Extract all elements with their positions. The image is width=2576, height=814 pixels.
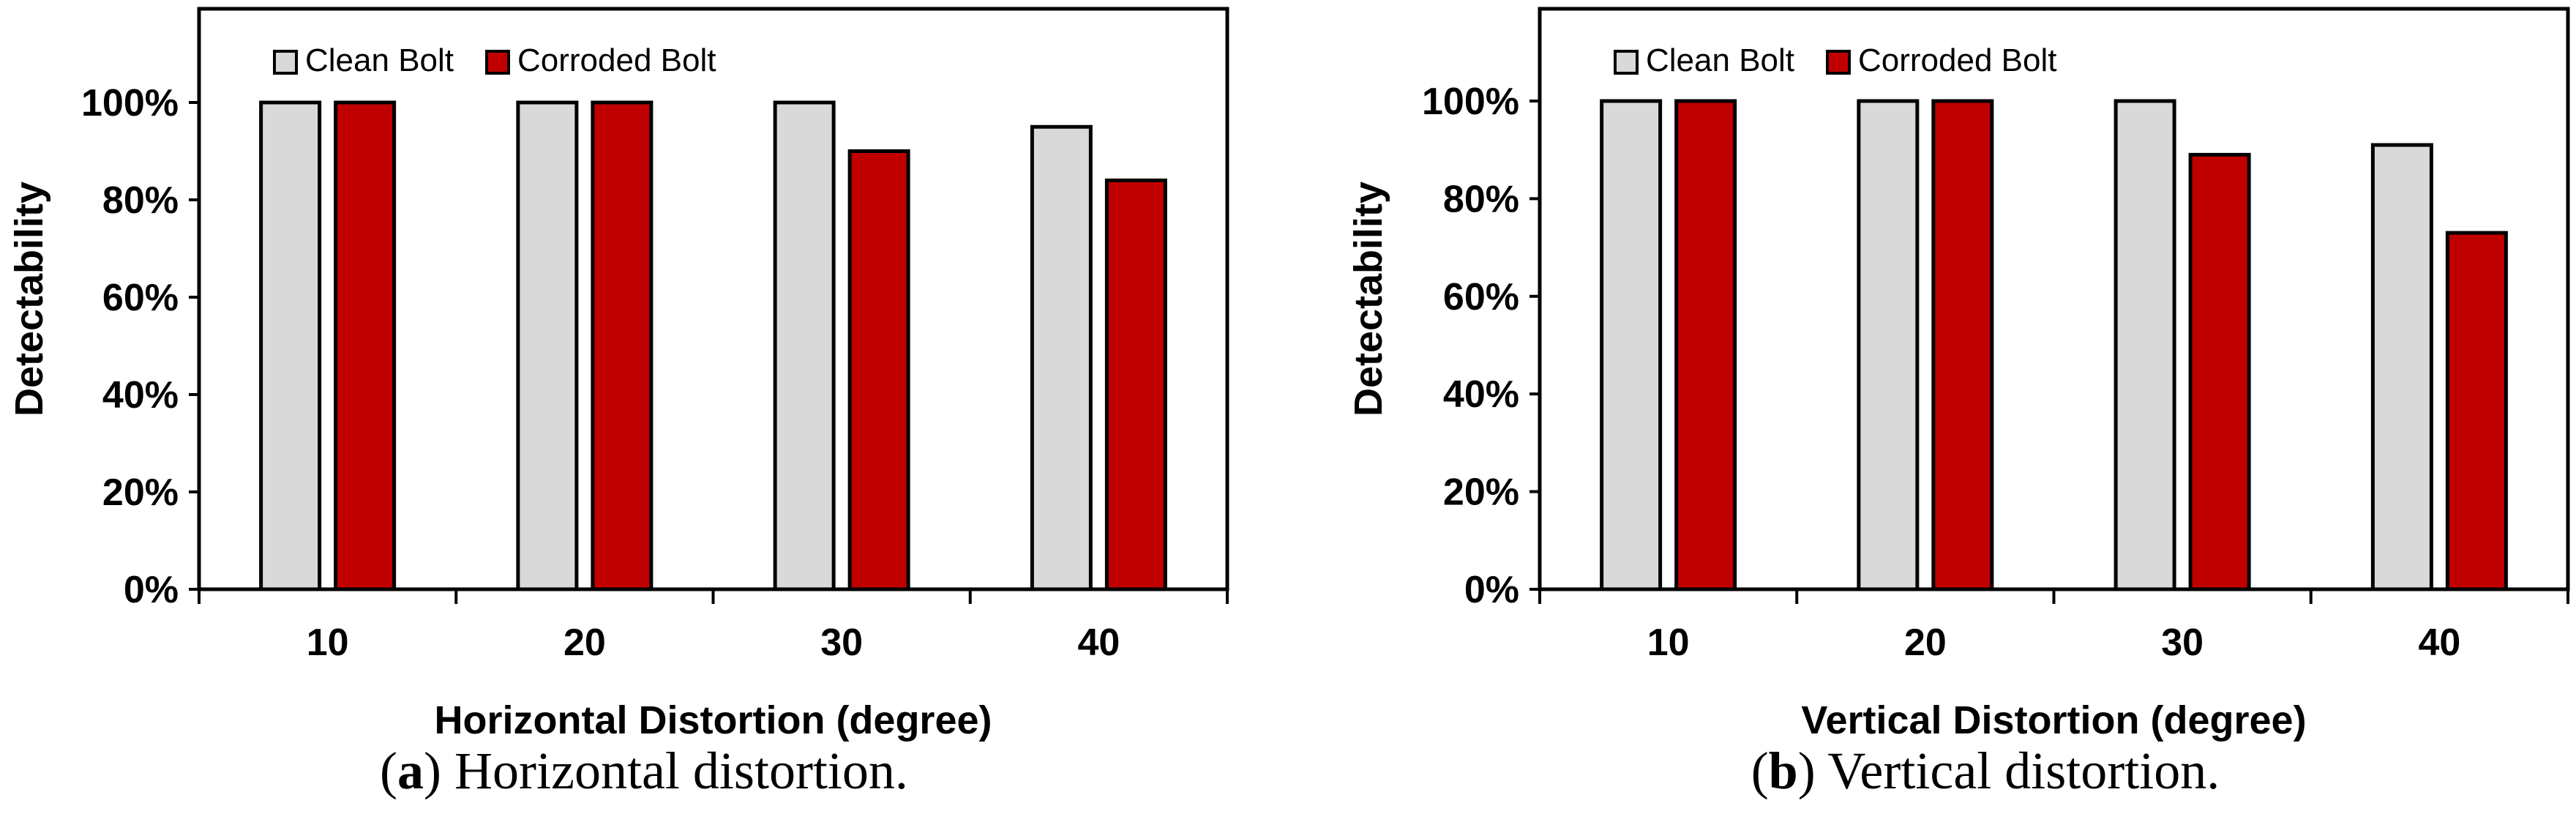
caption-a-text: Horizontal distortion.: [441, 742, 908, 800]
bar-b-clean-30: [2113, 99, 2176, 591]
bar-a-clean-40: [1030, 124, 1093, 591]
bar-b-corroded-40: [2445, 231, 2508, 591]
x-axis-title-b: Vertical Distortion (degree): [1801, 698, 2306, 742]
y-tick-label-b-4: 80%: [1443, 178, 1519, 220]
x-tick-label-b-0: 10: [1647, 621, 1690, 664]
legend-swatch-b-1: [1826, 50, 1851, 75]
bar-a-clean-30: [773, 100, 836, 591]
y-tick-label-a-0: 0%: [124, 569, 179, 611]
y-tick-label-b-3: 60%: [1443, 276, 1519, 318]
y-tick-label-b-5: 100%: [1422, 81, 1519, 123]
y-tick-label-a-3: 60%: [102, 277, 179, 319]
x-tick-label-a-0: 10: [307, 621, 349, 664]
legend-label-a-0: Clean Bolt: [305, 42, 454, 78]
x-tick-label-b-1: 20: [1904, 621, 1947, 664]
bar-a-clean-10: [259, 100, 322, 591]
bar-a-corroded-20: [591, 100, 654, 591]
y-tick-label-b-2: 40%: [1443, 373, 1519, 416]
chart-panel-b: 0% 20% 40% 60% 80% 100% 10 20 30 40 Vertical Disto…: [1341, 0, 2576, 814]
chart-a: 0% 20% 40% 60% 80% 100% 10 20 30 40 Horizontal Dis…: [7, 7, 1229, 742]
bar-b-clean-20: [1857, 99, 1920, 591]
x-tick-label-a-2: 30: [820, 621, 863, 664]
bar-b-clean-10: [1600, 99, 1663, 591]
y-tick-label-b-1: 20%: [1443, 471, 1519, 514]
x-tick-label-b-3: 40: [2418, 621, 2460, 664]
bar-b-clean-40: [2370, 143, 2433, 591]
x-tick-label-a-1: 20: [564, 621, 606, 664]
y-tick-label-b-0: 0%: [1464, 569, 1519, 611]
legend-swatch-a-0: [273, 50, 298, 75]
y-tick-label-a-1: 20%: [102, 471, 179, 514]
y-axis-title-a: Detectability: [7, 182, 51, 417]
bar-a-corroded-30: [847, 149, 910, 591]
caption-b: (b) Vertical distortion.: [1751, 742, 2220, 800]
bar-b-corroded-10: [1674, 99, 1737, 591]
x-axis-title-a: Horizontal Distortion (degree): [434, 698, 992, 742]
y-tick-label-a-2: 40%: [102, 374, 179, 417]
y-tick-label-a-5: 100%: [81, 82, 179, 124]
bar-b-corroded-30: [2188, 152, 2251, 591]
chart-panel-a: 0% 20% 40% 60% 80% 100% 10 20 30 40 Horizontal Dis…: [7, 7, 1229, 800]
legend-label-b-0: Clean Bolt: [1646, 42, 1794, 78]
y-tick-label-a-4: 80%: [102, 179, 179, 222]
legend-swatch-b-0: [1614, 50, 1639, 75]
x-tick-label-b-2: 30: [2161, 621, 2204, 664]
legend-swatch-a-1: [485, 50, 510, 75]
legend-label-a-1: Corroded Bolt: [517, 42, 716, 78]
legend-label-b-1: Corroded Bolt: [1858, 42, 2056, 78]
bar-a-corroded-10: [334, 100, 397, 591]
caption-b-letter: b: [1768, 742, 1798, 800]
bar-a-clean-20: [516, 100, 579, 591]
bar-a-corroded-40: [1104, 178, 1167, 591]
y-axis-title-b: Detectability: [1347, 182, 1390, 417]
chart-b: 0% 20% 40% 60% 80% 100% 10 20 30 40 Vertical Disto…: [1347, 7, 2570, 742]
x-tick-label-a-3: 40: [1077, 621, 1120, 664]
bar-b-corroded-20: [1931, 99, 1994, 591]
caption-a: (a) Horizontal distortion.: [380, 742, 908, 800]
caption-b-text: Vertical distortion.: [1815, 742, 2220, 800]
caption-a-letter: a: [397, 742, 424, 800]
